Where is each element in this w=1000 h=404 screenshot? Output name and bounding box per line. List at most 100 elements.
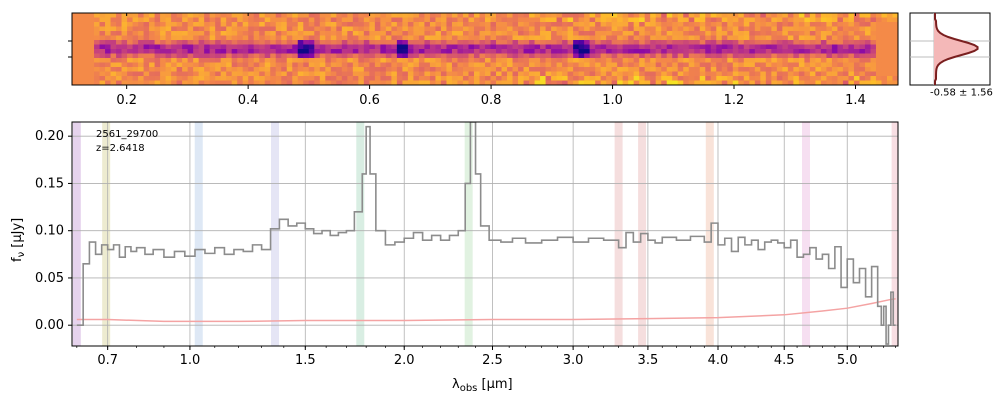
heatmap-cell — [380, 53, 387, 59]
heatmap-cell — [529, 49, 535, 54]
heatmap-cell — [611, 31, 618, 36]
heatmap-cell — [694, 76, 701, 81]
heatmap-cell — [820, 44, 827, 50]
heatmap-cell — [578, 67, 585, 72]
heatmap-cell — [374, 80, 381, 85]
heatmap-cell — [699, 53, 706, 59]
heatmap-cell — [297, 53, 304, 59]
heatmap-cell — [204, 26, 211, 32]
heatmap-cell — [655, 62, 662, 68]
heatmap-cell — [209, 13, 216, 18]
heatmap-cell — [512, 49, 519, 54]
heatmap-cell — [595, 76, 602, 81]
heatmap-cell — [562, 80, 568, 85]
heatmap-cell — [83, 58, 89, 63]
heatmap-cell — [611, 76, 618, 81]
heatmap-cell — [198, 71, 205, 77]
heatmap-cell — [468, 62, 475, 68]
heatmap-cell — [754, 13, 761, 18]
heatmap-cell — [672, 80, 679, 85]
heatmap-cell — [551, 49, 557, 54]
heatmap-cell — [143, 58, 150, 63]
heatmap-cell — [716, 35, 723, 41]
heatmap-cell — [77, 49, 84, 54]
heatmap-cell — [204, 17, 211, 23]
heatmap-cell — [892, 44, 898, 50]
heatmap-cell — [848, 40, 855, 45]
heatmap-cell — [820, 40, 827, 45]
heatmap-cell — [242, 49, 249, 54]
heatmap-cell — [440, 26, 447, 32]
heatmap-cell — [881, 13, 888, 18]
heatmap-cell — [193, 13, 200, 18]
heatmap-cell — [116, 80, 122, 85]
heatmap-cell — [518, 13, 524, 18]
heatmap-cell — [886, 58, 893, 63]
heatmap-cell — [600, 62, 607, 68]
heatmap-cell — [556, 40, 563, 45]
heatmap-cell — [727, 44, 734, 50]
heatmap-cell — [314, 49, 321, 54]
heatmap-cell — [352, 62, 359, 68]
heatmap-cell — [215, 71, 222, 77]
heatmap-cell — [105, 17, 111, 23]
heatmap-cell — [171, 40, 178, 45]
heatmap-cell — [204, 35, 211, 41]
heatmap-cell — [242, 35, 249, 41]
heatmap-cell — [793, 80, 800, 85]
heatmap-cell — [165, 53, 172, 59]
heatmap-cell — [127, 67, 133, 72]
heatmap-cell — [435, 49, 442, 54]
heatmap-cell — [595, 71, 602, 77]
heatmap-cell — [727, 22, 734, 27]
heatmap-cell — [204, 49, 211, 54]
heatmap-cell — [220, 80, 227, 85]
x-tick-label: 1.0 — [180, 353, 201, 368]
heatmap-cell — [286, 80, 293, 85]
heatmap-cell — [358, 22, 365, 27]
heatmap-cell — [83, 67, 89, 72]
heatmap-cell — [132, 17, 139, 23]
heatmap-cell — [143, 22, 150, 27]
heatmap-cell — [842, 22, 849, 27]
heatmap-cell — [831, 58, 838, 63]
heatmap-cell — [760, 40, 767, 45]
heatmap-cell — [418, 80, 425, 85]
heatmap-cell — [628, 17, 635, 23]
heatmap-cell — [132, 76, 139, 81]
heatmap-cell — [694, 67, 701, 72]
heatmap-cell — [556, 71, 563, 77]
heatmap-cell — [462, 67, 469, 72]
heatmap-cell — [540, 44, 546, 50]
heatmap-cell — [402, 67, 409, 72]
heatmap-cell — [451, 62, 458, 68]
heatmap-cell — [496, 62, 502, 68]
heatmap-cell — [77, 80, 84, 85]
heatmap-cell — [165, 17, 172, 23]
heatmap-cell — [358, 53, 365, 59]
heatmap-cell — [413, 67, 420, 72]
heatmap-cell — [523, 58, 530, 63]
heatmap-cell — [127, 13, 133, 18]
heatmap-cell — [253, 71, 260, 77]
heatmap-cell — [749, 49, 756, 54]
heatmap-cell — [826, 35, 833, 41]
heatmap-cell — [705, 71, 712, 77]
heatmap-cell — [424, 49, 431, 54]
heatmap-cell — [710, 31, 717, 36]
heatmap-cell — [286, 76, 293, 81]
heatmap-cell — [666, 58, 673, 63]
heatmap-cell — [264, 76, 271, 81]
heatmap-cell — [72, 35, 78, 41]
heatmap-cell — [110, 35, 117, 41]
y-axis: 0.000.050.100.150.20 — [35, 129, 72, 333]
heatmap-cell — [88, 49, 95, 54]
heatmap-cell — [149, 49, 155, 54]
heatmap-cell — [831, 67, 838, 72]
heatmap-cell — [562, 44, 568, 50]
heatmap-cell — [226, 71, 233, 77]
heatmap-cell — [391, 62, 398, 68]
heatmap-cell — [639, 26, 646, 32]
heatmap-cell — [396, 67, 403, 72]
heatmap-cell — [407, 80, 414, 85]
